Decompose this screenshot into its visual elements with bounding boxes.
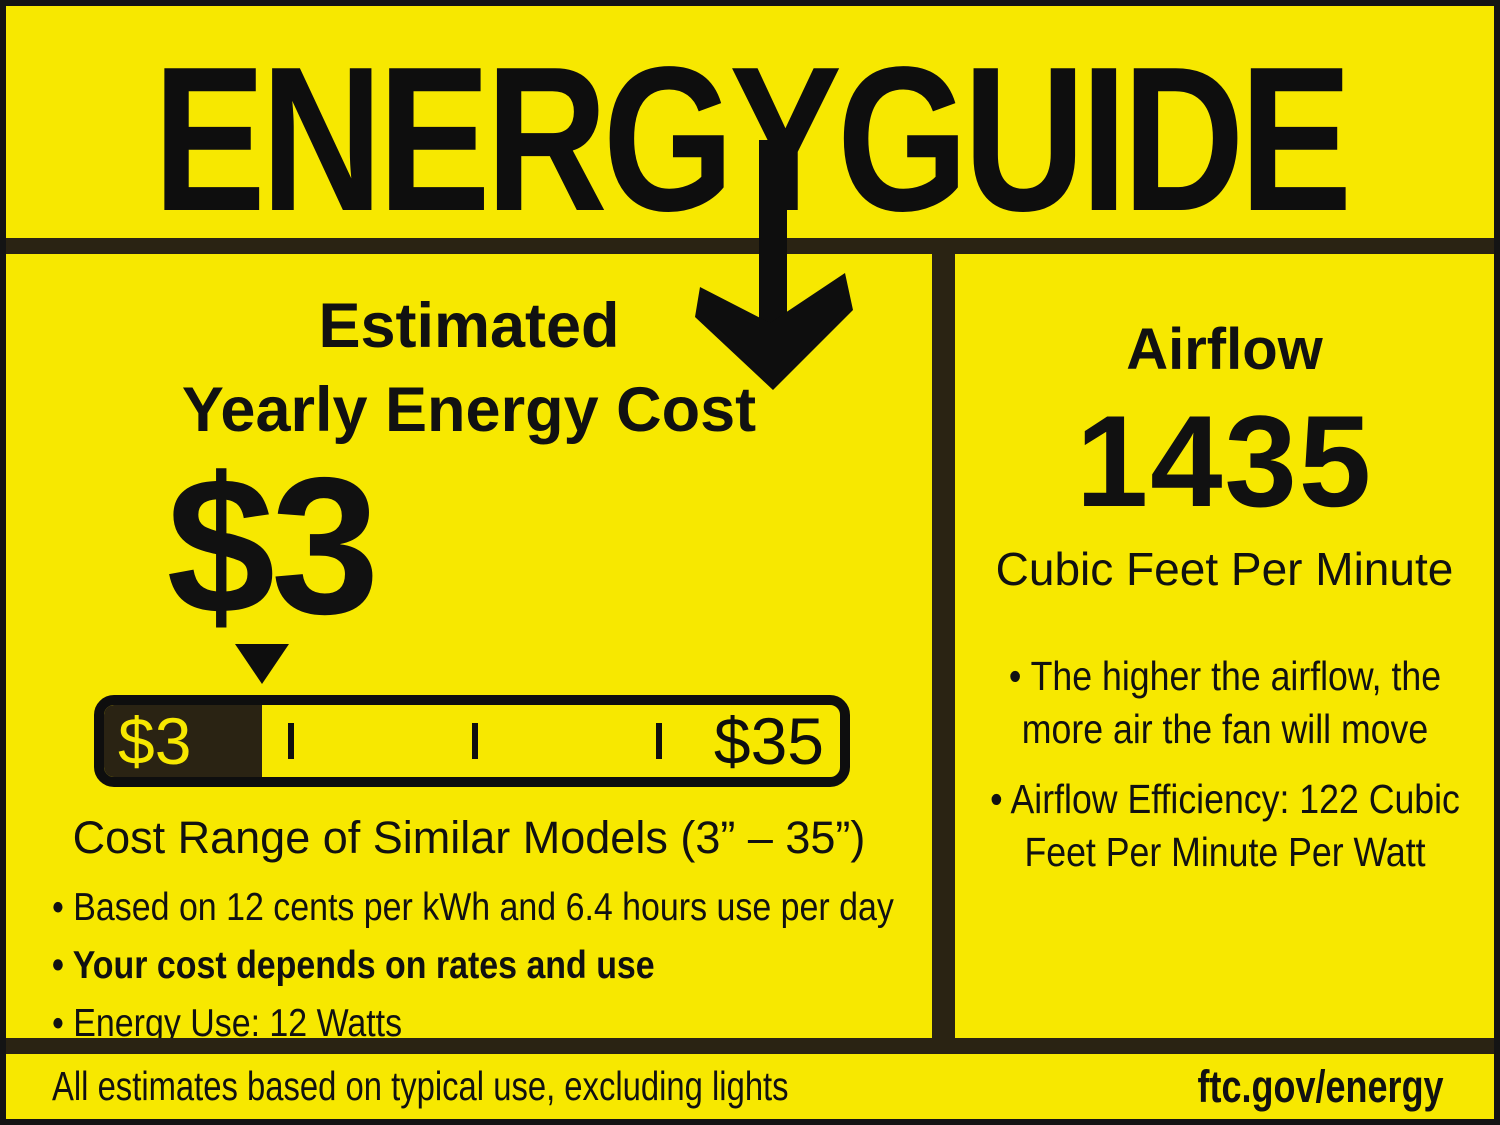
airflow-bullet-higher: • The higher the airflow, the more air t…: [1008, 653, 1441, 753]
airflow-bullet-efficiency: • Airflow Efficiency: 122 Cubic Feet Per…: [989, 775, 1460, 875]
cost-max-label: $35: [713, 704, 824, 778]
yearly-cost-value: $3: [166, 437, 380, 655]
cost-range-caption: Cost Range of Similar Models (3” – 35”): [72, 812, 866, 863]
cost-range-fill: [104, 705, 263, 777]
cost-bullet-rate-basis: • Based on 12 cents per kWh and 6.4 hour…: [52, 886, 894, 929]
airflow-heading: Airflow: [1126, 317, 1323, 382]
header: ENERGYGUIDE: [6, 6, 1494, 242]
tick-mark: [656, 723, 662, 759]
footer-divider: [6, 1038, 1494, 1054]
cost-pointer-icon: [235, 644, 290, 684]
footer-url: ftc.gov/energy: [1197, 1060, 1444, 1112]
airflow-unit: Cubic Feet Per Minute: [995, 543, 1454, 595]
yearly-energy-cost-heading: Yearly Energy Cost: [181, 375, 757, 445]
page-title: ENERGYGUIDE: [152, 24, 1352, 254]
cost-panel: Estimated Yearly Energy Cost $3 $3 $35 C…: [6, 254, 932, 1045]
footer: All estimates based on typical use, excl…: [6, 1054, 1494, 1119]
cost-min-label: $3: [118, 704, 192, 778]
cost-bullet-depends: • Your cost depends on rates and use: [52, 944, 655, 987]
tick-mark: [472, 723, 478, 759]
cost-bullet-energy-use: • Energy Use: 12 Watts: [52, 1002, 403, 1045]
airflow-value: 1435: [1075, 388, 1374, 534]
footer-note: All estimates based on typical use, excl…: [52, 1063, 789, 1109]
panel-divider: [932, 254, 955, 1038]
header-divider: [6, 238, 1494, 254]
airflow-bullets: • The higher the airflow, the more air t…: [946, 650, 1500, 895]
tick-mark: [288, 723, 294, 759]
estimated-heading: Estimated: [318, 291, 620, 361]
down-arrow-icon: [695, 140, 853, 390]
cost-range-bar: $3 $35: [94, 695, 850, 787]
airflow-panel: Airflow 1435 Cubic Feet Per Minute • The…: [955, 254, 1494, 1038]
